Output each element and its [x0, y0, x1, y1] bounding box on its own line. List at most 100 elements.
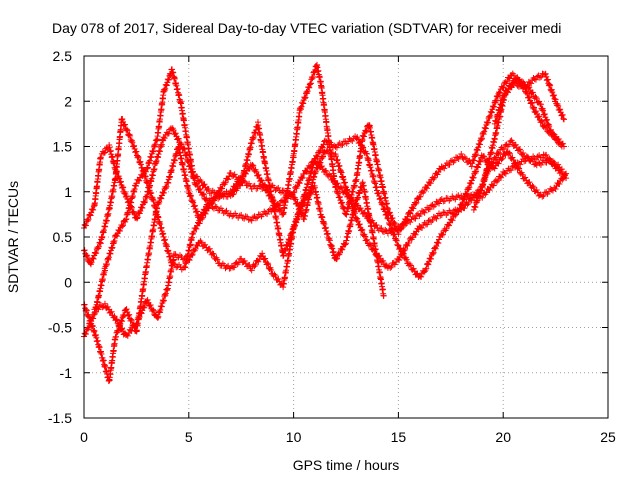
- data-point: [494, 177, 501, 184]
- data-point: [205, 201, 212, 208]
- data-point: [284, 242, 291, 249]
- data-point: [130, 208, 137, 215]
- data-point: [354, 215, 361, 222]
- data-point: [403, 256, 410, 263]
- data-point: [134, 214, 141, 221]
- data-point: [83, 252, 90, 259]
- data-point: [353, 135, 360, 142]
- data-point: [358, 145, 365, 152]
- data-point: [295, 213, 302, 220]
- data-point: [550, 92, 557, 99]
- data-point: [100, 150, 107, 157]
- data-point: [392, 221, 399, 228]
- data-point: [514, 74, 521, 81]
- x-tick-label: 20: [495, 429, 511, 445]
- data-point: [199, 212, 206, 219]
- data-point: [117, 179, 124, 186]
- data-point: [540, 123, 547, 130]
- data-point: [539, 106, 546, 113]
- data-point: [553, 163, 560, 170]
- data-point: [302, 94, 309, 101]
- data-point: [547, 159, 554, 166]
- data-point: [306, 81, 313, 88]
- data-point: [429, 250, 436, 257]
- data-point: [547, 129, 554, 136]
- data-point: [85, 216, 92, 223]
- data-point: [536, 74, 543, 81]
- data-point: [304, 88, 311, 95]
- data-point: [476, 190, 483, 197]
- data-point: [255, 171, 262, 178]
- data-point: [360, 232, 367, 239]
- data-point: [384, 215, 391, 222]
- data-point: [312, 168, 319, 175]
- data-point: [349, 138, 356, 145]
- data-point: [150, 307, 157, 314]
- y-axis-ticks: -1.5 -1 -0.5 0 0.5 1 1.5 2 2.5: [48, 48, 608, 426]
- data-point: [201, 181, 208, 188]
- data-point: [501, 145, 508, 152]
- x-tick-label: 0: [80, 429, 88, 445]
- data-point: [542, 70, 549, 77]
- data-point: [512, 159, 519, 166]
- data-point: [531, 76, 538, 83]
- data-point: [519, 171, 526, 178]
- data-point: [413, 199, 420, 206]
- data-point: [532, 76, 539, 83]
- data-point: [482, 174, 489, 181]
- data-point: [185, 186, 192, 193]
- data-point: [264, 211, 271, 218]
- data-point: [543, 124, 550, 131]
- data-point: [317, 159, 324, 166]
- data-point: [376, 196, 383, 203]
- data-point: [526, 94, 533, 101]
- data-point: [241, 257, 248, 264]
- data-point: [543, 116, 550, 123]
- data-point: [488, 159, 495, 166]
- data-point: [460, 196, 467, 203]
- data-point: [487, 165, 494, 172]
- data-point: [124, 312, 131, 319]
- data-point: [252, 261, 259, 268]
- data-point: [387, 264, 394, 271]
- data-point: [189, 251, 196, 258]
- data-point: [557, 167, 564, 174]
- data-point: [130, 209, 137, 216]
- data-point: [389, 225, 396, 232]
- data-point: [314, 153, 321, 160]
- data-point: [461, 196, 468, 203]
- data-point: [426, 255, 433, 262]
- data-point: [220, 193, 227, 200]
- data-point: [412, 215, 419, 222]
- data-point: [139, 204, 146, 211]
- data-point: [484, 119, 491, 126]
- data-point: [412, 200, 419, 207]
- data-point: [558, 166, 565, 173]
- y-tick-label: -1: [60, 365, 73, 381]
- data-point: [136, 177, 143, 184]
- data-point: [513, 79, 520, 86]
- data-point: [540, 107, 547, 114]
- data-point: [81, 301, 88, 308]
- data-point: [108, 308, 115, 315]
- data-point: [261, 183, 268, 190]
- data-point: [119, 222, 126, 229]
- data-point: [494, 93, 501, 100]
- data-point: [163, 82, 170, 89]
- data-point: [161, 135, 168, 142]
- data-point: [404, 213, 411, 220]
- data-point: [477, 158, 484, 165]
- data-point: [190, 228, 197, 235]
- data-point: [271, 271, 278, 278]
- data-point: [158, 195, 165, 202]
- data-point: [119, 325, 126, 332]
- data-point: [481, 153, 488, 160]
- data-point: [508, 166, 515, 173]
- data-point: [291, 188, 298, 195]
- data-point: [356, 221, 363, 228]
- data-point: [155, 199, 162, 206]
- data-point: [373, 222, 380, 229]
- data-point: [408, 216, 415, 223]
- data-point: [231, 264, 238, 271]
- data-point: [162, 185, 169, 192]
